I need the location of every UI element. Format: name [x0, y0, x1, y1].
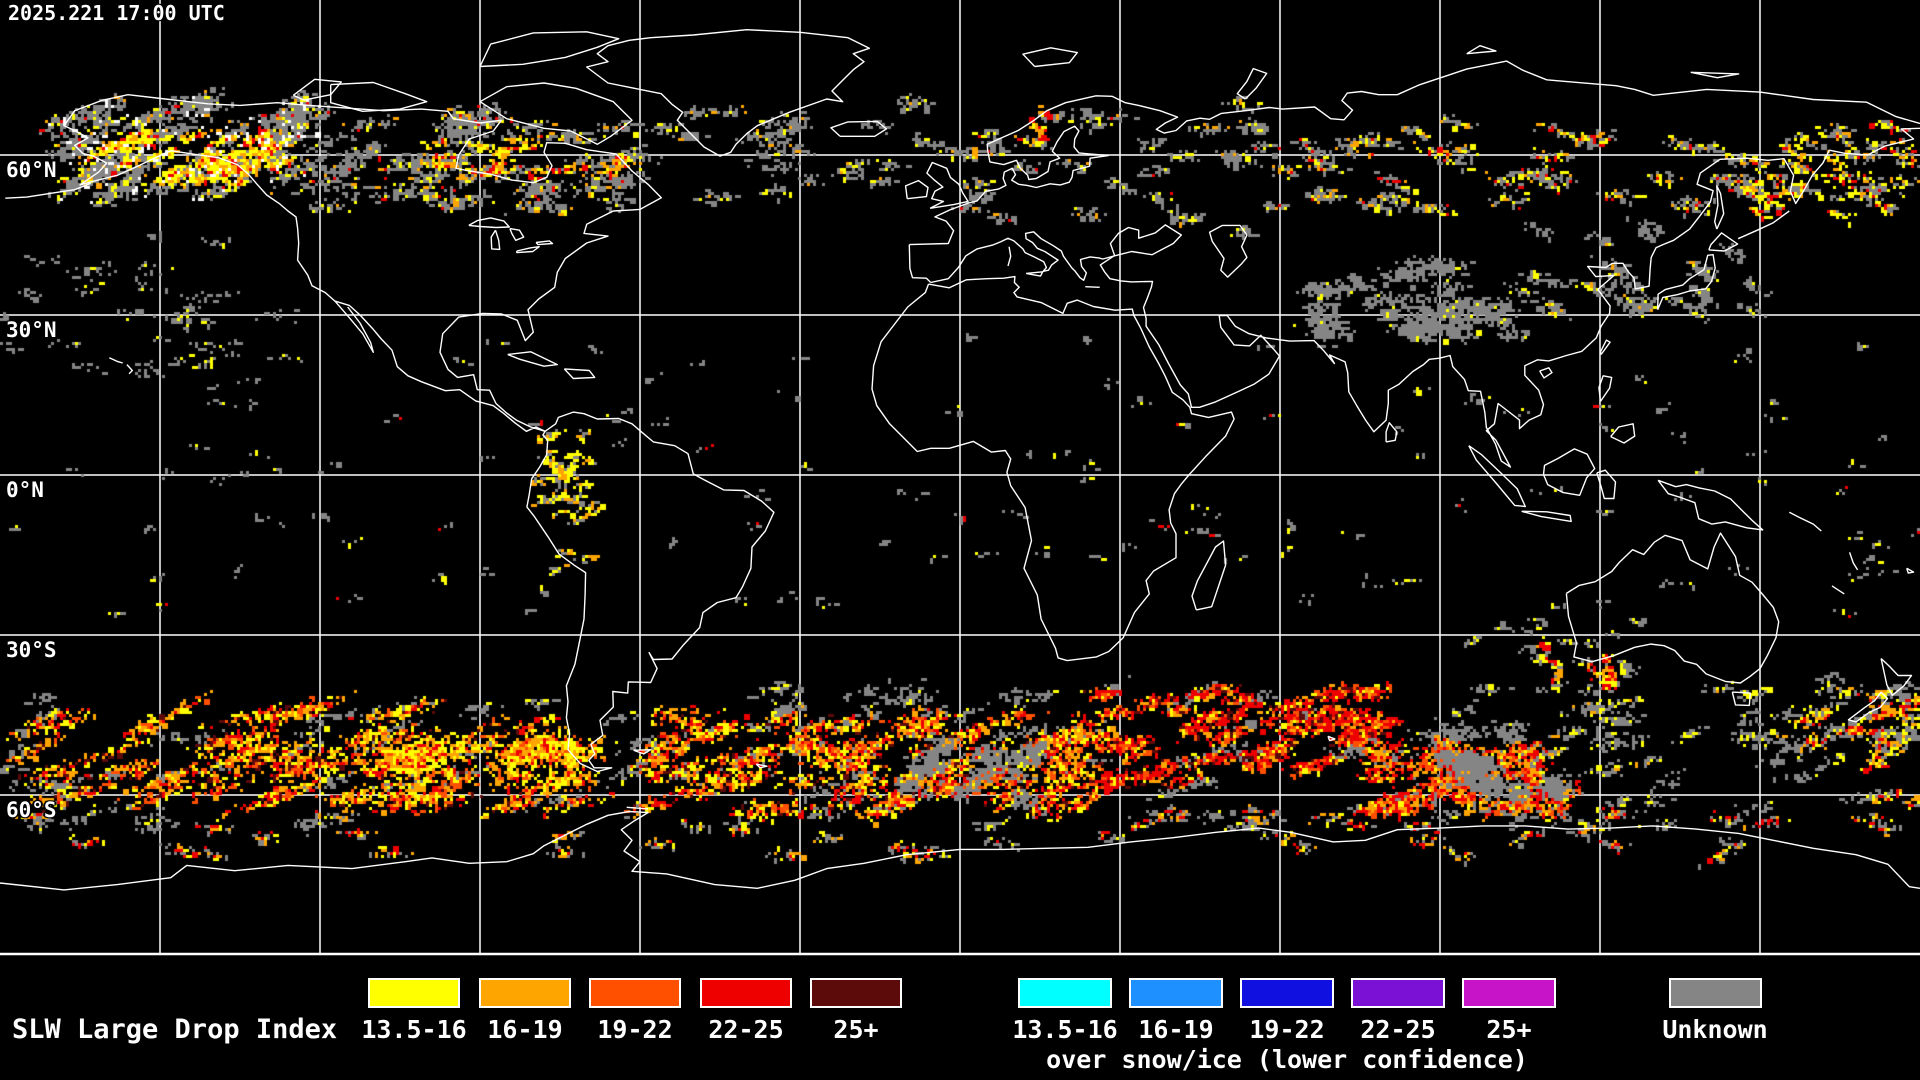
- coastline-layer: [0, 29, 1920, 891]
- legend-swatch-snow-4: [1351, 978, 1445, 1008]
- lat-label-60n: 60°N: [6, 158, 57, 182]
- legend-swatch-snow-5: [1462, 978, 1556, 1008]
- legend-label-slw-3: 19-22: [597, 1015, 673, 1044]
- legend-swatch-snow-3: [1240, 978, 1334, 1008]
- legend-label-slw-5: 25+: [833, 1015, 879, 1044]
- lat-label-0n: 0°N: [6, 478, 44, 502]
- legend-label-slw-4: 22-25: [708, 1015, 784, 1044]
- legend-caption-snow: over snow/ice (lower confidence): [1046, 1045, 1528, 1074]
- legend-swatch-slw-4: [700, 978, 792, 1008]
- lat-label-30n: 30°N: [6, 318, 57, 342]
- legend-label-snow-3: 19-22: [1249, 1015, 1325, 1044]
- lat-label-30s: 30°S: [6, 638, 57, 662]
- legend-swatch-slw-5: [810, 978, 902, 1008]
- legend-label-slw-2: 16-19: [487, 1015, 563, 1044]
- legend-swatch-unknown: [1669, 978, 1762, 1008]
- legend-title: SLW Large Drop Index: [12, 1014, 338, 1045]
- legend-swatch-snow-1: [1018, 978, 1112, 1008]
- legend-label-snow-4: 22-25: [1360, 1015, 1436, 1044]
- legend-label-snow-5: 25+: [1486, 1015, 1532, 1044]
- legend-swatch-slw-1: [368, 978, 460, 1008]
- lat-label-60s: 60°S: [6, 798, 57, 822]
- legend-swatch-slw-2: [479, 978, 571, 1008]
- legend-swatch-slw-3: [589, 978, 681, 1008]
- legend-label-unknown: Unknown: [1662, 1015, 1768, 1044]
- legend-label-slw-1: 13.5-16: [361, 1015, 467, 1044]
- legend-label-snow-1: 13.5-16: [1012, 1015, 1118, 1044]
- slw-data-layer: [0, 0, 1920, 956]
- timestamp-label: 2025.221 17:00 UTC: [8, 1, 225, 25]
- legend-label-snow-2: 16-19: [1138, 1015, 1214, 1044]
- legend-swatch-snow-2: [1129, 978, 1223, 1008]
- world-map: [0, 0, 1920, 956]
